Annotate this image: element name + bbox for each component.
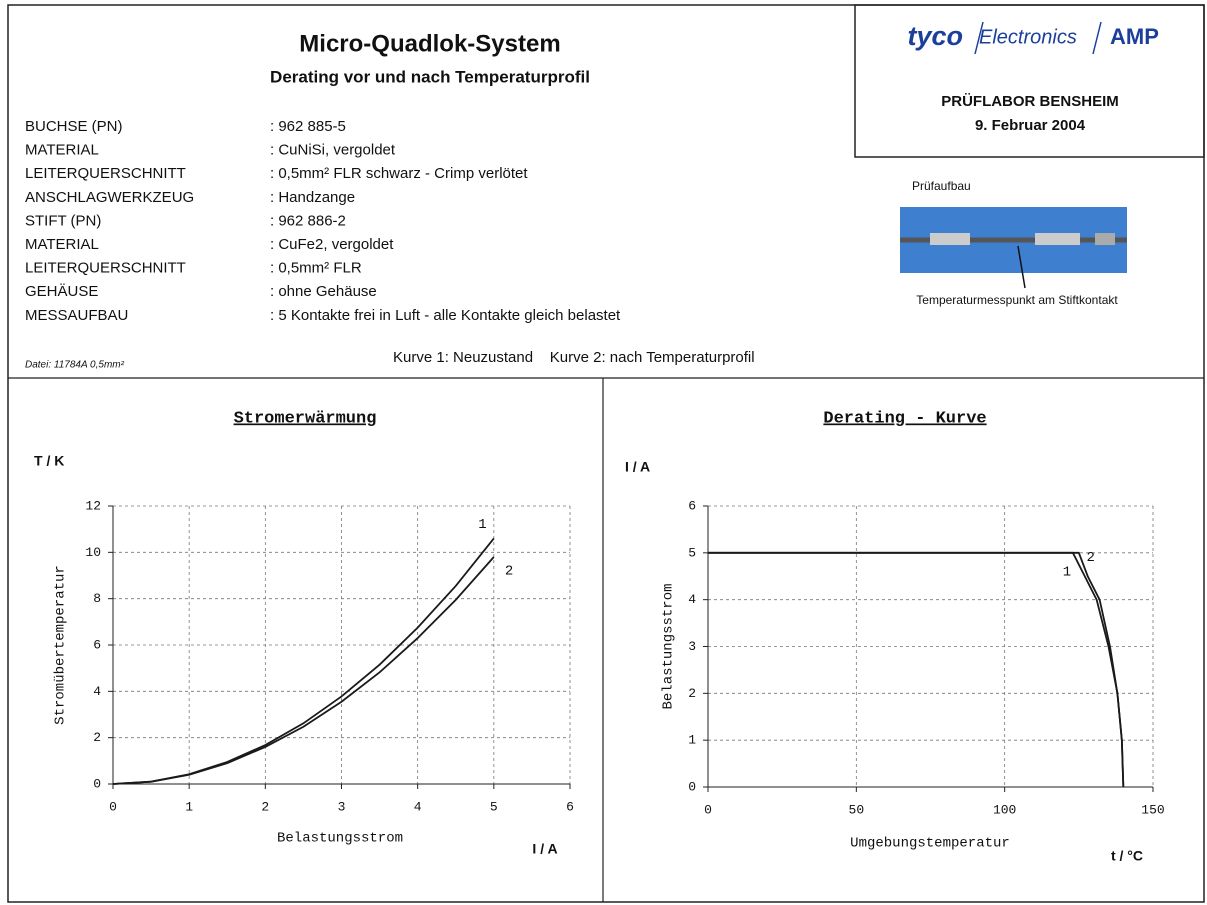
contact xyxy=(1035,233,1080,245)
x-unit: I / A xyxy=(532,841,557,857)
spec-label: LEITERQUERSCHNITT xyxy=(25,165,186,182)
curve-label: 1 xyxy=(1063,564,1071,580)
x-tick-label: 100 xyxy=(993,802,1016,817)
x-axis-label: Belastungsstrom xyxy=(277,831,403,847)
chart-title: Stromerwärmung xyxy=(234,409,377,428)
spec-value: : CuNiSi, vergoldet xyxy=(270,142,396,159)
x-tick-label: 4 xyxy=(414,799,422,814)
x-tick-label: 6 xyxy=(566,799,574,814)
spec-value: : 962 886-2 xyxy=(270,212,346,229)
lab-date: 9. Februar 2004 xyxy=(975,117,1086,134)
y-tick-label: 1 xyxy=(688,733,696,748)
x-axis-label: Umgebungstemperatur xyxy=(850,836,1010,852)
logo-brand2: AMP xyxy=(1110,24,1159,49)
spec-label: ANSCHLAGWERKZEUG xyxy=(25,189,194,206)
x-tick-label: 0 xyxy=(704,802,712,817)
spec-label: MATERIAL xyxy=(25,236,99,253)
spec-label: BUCHSE (PN) xyxy=(25,118,123,135)
spec-value: : 962 885-5 xyxy=(270,118,346,135)
y-tick-label: 12 xyxy=(85,498,101,513)
spec-label: MESSAUFBAU xyxy=(25,307,128,324)
spec-value: : CuFe2, vergoldet xyxy=(270,236,394,253)
x-tick-label: 5 xyxy=(490,799,498,814)
logo-brand: tyco xyxy=(907,21,963,51)
y-axis-label: Belastungsstrom xyxy=(661,583,677,709)
file-note: Datei: 11784A 0,5mm² xyxy=(25,360,125,371)
spec-label: STIFT (PN) xyxy=(25,212,101,229)
y-tick-label: 6 xyxy=(688,498,696,513)
y-tick-label: 5 xyxy=(688,545,696,560)
x-tick-label: 0 xyxy=(109,799,117,814)
frame xyxy=(8,5,1204,902)
spec-label: MATERIAL xyxy=(25,142,99,159)
y-tick-label: 0 xyxy=(93,776,101,791)
setup-callout: Temperaturmesspunkt am Stiftkontakt xyxy=(916,293,1118,307)
y-tick-label: 8 xyxy=(93,591,101,606)
curves-note: Kurve 1: Neuzustand Kurve 2: nach Temper… xyxy=(393,349,755,366)
title: Micro-Quadlok-System xyxy=(299,30,560,57)
spec-value: : 0,5mm² FLR schwarz - Crimp verlötet xyxy=(270,165,528,182)
y-tick-label: 10 xyxy=(85,545,101,560)
curve-label: 2 xyxy=(505,564,513,580)
subtitle: Derating vor und nach Temperaturprofil xyxy=(270,67,590,86)
y-unit: T / K xyxy=(34,453,64,469)
curve-label: 1 xyxy=(478,517,486,533)
spec-value: : 0,5mm² FLR xyxy=(270,260,362,277)
spec-value: : ohne Gehäuse xyxy=(270,283,377,300)
y-tick-label: 6 xyxy=(93,637,101,652)
lab-name: PRÜFLABOR BENSHEIM xyxy=(941,93,1119,110)
x-tick-label: 50 xyxy=(849,802,865,817)
contact xyxy=(930,233,970,245)
spec-label: LEITERQUERSCHNITT xyxy=(25,260,186,277)
contact xyxy=(1095,233,1115,245)
y-tick-label: 3 xyxy=(688,639,696,654)
y-axis-label: Stromübertemperatur xyxy=(53,565,69,725)
x-tick-label: 2 xyxy=(261,799,269,814)
spec-value: : 5 Kontakte frei in Luft - alle Kontakt… xyxy=(270,307,621,324)
y-tick-label: 0 xyxy=(688,779,696,794)
y-tick-label: 2 xyxy=(93,730,101,745)
y-tick-label: 4 xyxy=(93,684,101,699)
spec-value: : Handzange xyxy=(270,189,355,206)
curve-label: 2 xyxy=(1086,550,1094,566)
setup-photo xyxy=(900,207,1127,273)
logo-division: Electronics xyxy=(979,26,1077,48)
x-tick-label: 1 xyxy=(185,799,193,814)
page: Micro-Quadlok-System Derating vor und na… xyxy=(0,0,1207,905)
x-tick-label: 3 xyxy=(338,799,346,814)
spec-label: GEHÄUSE xyxy=(25,283,98,300)
y-tick-label: 2 xyxy=(688,686,696,701)
setup-caption: Prüfaufbau xyxy=(912,179,971,193)
x-unit: t / °C xyxy=(1111,848,1143,864)
y-tick-label: 4 xyxy=(688,592,696,607)
chart-title: Derating - Kurve xyxy=(823,409,986,428)
x-tick-label: 150 xyxy=(1141,802,1164,817)
y-unit: I / A xyxy=(625,459,650,475)
document: Micro-Quadlok-System Derating vor und na… xyxy=(0,0,1207,905)
